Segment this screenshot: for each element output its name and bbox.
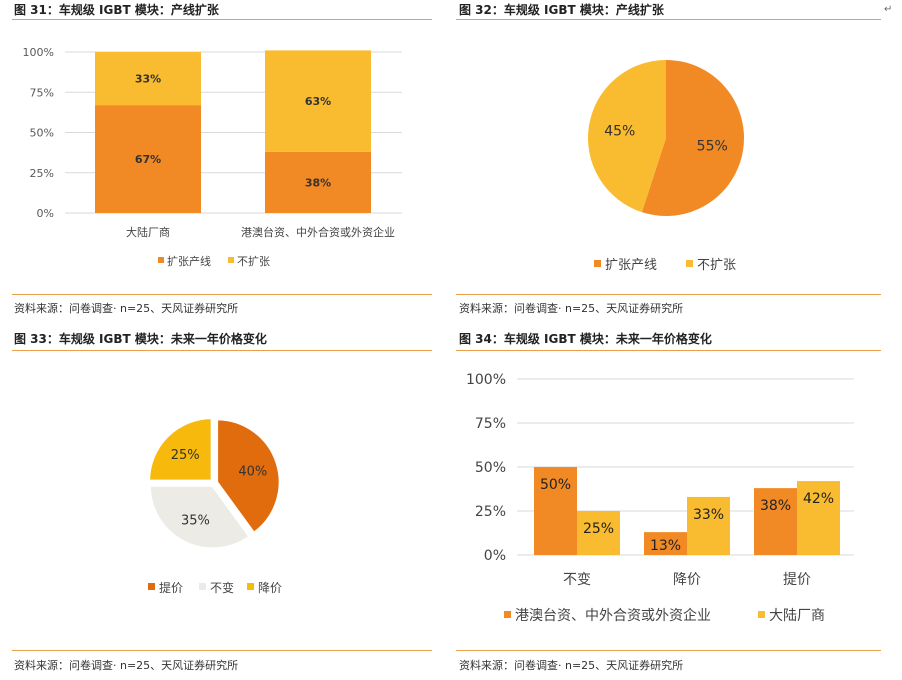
slice-label: 40% xyxy=(238,464,267,479)
bar xyxy=(754,488,797,555)
y-tick-label: 100% xyxy=(23,46,54,59)
legend-swatch xyxy=(504,611,511,618)
legend-label: 不变 xyxy=(210,580,234,595)
chart-32-pie: 55% 45% 扩张产线 不扩张 xyxy=(588,60,744,273)
bar-segment xyxy=(265,50,371,152)
bar xyxy=(577,511,620,555)
legend-swatch xyxy=(758,611,765,618)
source-rule xyxy=(12,650,432,651)
chart-33-source: 资料来源：问卷调查· n=25、天风证券研究所 xyxy=(14,659,239,672)
y-tick-label: 75% xyxy=(30,86,54,99)
chart-34-source: 资料来源：问卷调查· n=25、天风证券研究所 xyxy=(459,659,684,672)
legend-swatch xyxy=(686,260,693,267)
slice-label: 35% xyxy=(181,513,210,528)
y-tick-label: 25% xyxy=(30,167,54,180)
chart-31-title: 图 31：车规级 IGBT 模块：产线扩张 xyxy=(14,3,219,17)
bar-segment xyxy=(95,52,201,106)
source-rule xyxy=(12,294,432,295)
data-label: 33% xyxy=(135,73,161,86)
legend-label: 不扩张 xyxy=(697,258,736,273)
legend-label: 扩张产线 xyxy=(167,254,211,268)
slice-label: 45% xyxy=(604,124,635,140)
chart-31-stacked-bar: 0% 25% 50% 75% 100% 67% 33% 大陆厂商 38% 63% 港澳台资、中外合资… xyxy=(23,46,402,268)
legend-label: 提价 xyxy=(159,580,183,595)
chart-34-title: 图 34：车规级 IGBT 模块：未来一年价格变化 xyxy=(459,332,712,346)
data-label: 13% xyxy=(650,538,681,554)
legend-label: 港澳台资、中外合资或外资企业 xyxy=(515,607,711,624)
y-tick-label: 75% xyxy=(475,416,506,432)
legend-swatch xyxy=(228,257,234,263)
legend-swatch xyxy=(594,260,601,267)
data-label: 25% xyxy=(583,521,614,537)
title-rule xyxy=(456,350,881,351)
pie-slice xyxy=(588,60,666,213)
chart-32-title: 图 32：车规级 IGBT 模块：产线扩张 xyxy=(459,3,664,17)
data-label: 50% xyxy=(540,477,571,493)
legend-swatch xyxy=(199,583,206,590)
title-rule xyxy=(456,19,881,20)
data-label: 38% xyxy=(760,498,791,514)
pie-slice xyxy=(641,60,744,216)
slice-label: 55% xyxy=(697,138,728,154)
x-category-label: 不变 xyxy=(563,572,591,588)
legend-label: 大陆厂商 xyxy=(769,608,825,624)
data-label: 67% xyxy=(135,153,161,166)
data-label: 38% xyxy=(305,176,331,189)
chart-32-source: 资料来源：问卷调查· n=25、天风证券研究所 xyxy=(459,302,684,315)
y-tick-label: 50% xyxy=(30,127,54,140)
legend-swatch xyxy=(148,583,155,590)
bar-segment xyxy=(265,151,371,213)
source-rule xyxy=(456,294,881,295)
bar xyxy=(687,496,730,555)
slice-label: 25% xyxy=(171,448,200,463)
bar xyxy=(534,467,577,555)
legend-label: 降价 xyxy=(258,581,282,595)
source-rule xyxy=(456,650,881,651)
title-rule xyxy=(12,19,432,20)
bar-segment xyxy=(95,105,201,213)
pie-slice xyxy=(148,484,252,550)
pie-slice xyxy=(215,417,282,535)
chart-33-pie: 40% 35% 25% 提价 不变 降价 xyxy=(147,416,282,595)
x-category-label: 港澳台资、中外合资或外资企业 xyxy=(241,225,395,239)
y-tick-label: 100% xyxy=(466,372,506,388)
y-tick-label: 25% xyxy=(475,504,506,520)
bar xyxy=(797,481,840,555)
x-category-label: 大陆厂商 xyxy=(126,225,170,239)
legend-swatch xyxy=(247,583,254,590)
y-tick-label: 0% xyxy=(484,548,506,564)
x-category-label: 提价 xyxy=(783,572,811,588)
data-label: 63% xyxy=(305,95,331,108)
chart-33-title: 图 33：车规级 IGBT 模块：未来一年价格变化 xyxy=(14,332,267,346)
legend-label: 扩张产线 xyxy=(605,258,657,273)
title-rule xyxy=(12,350,432,351)
x-category-label: 降价 xyxy=(673,572,701,588)
paragraph-mark: ↵ xyxy=(884,4,893,15)
data-label: 42% xyxy=(803,491,834,507)
data-label: 33% xyxy=(693,507,724,523)
legend-swatch xyxy=(158,257,164,263)
pie-slice xyxy=(147,416,214,483)
y-tick-label: 0% xyxy=(37,207,54,220)
bar xyxy=(644,532,687,555)
legend-label: 不扩张 xyxy=(237,254,270,268)
chart-31-source: 资料来源：问卷调查· n=25、天风证券研究所 xyxy=(14,302,239,315)
chart-34-grouped-bar: 0% 25% 50% 75% 100% 50% 25% 不变 13% 33% 降价 38% 42% 提价港… xyxy=(466,372,854,624)
y-tick-label: 50% xyxy=(475,460,506,476)
